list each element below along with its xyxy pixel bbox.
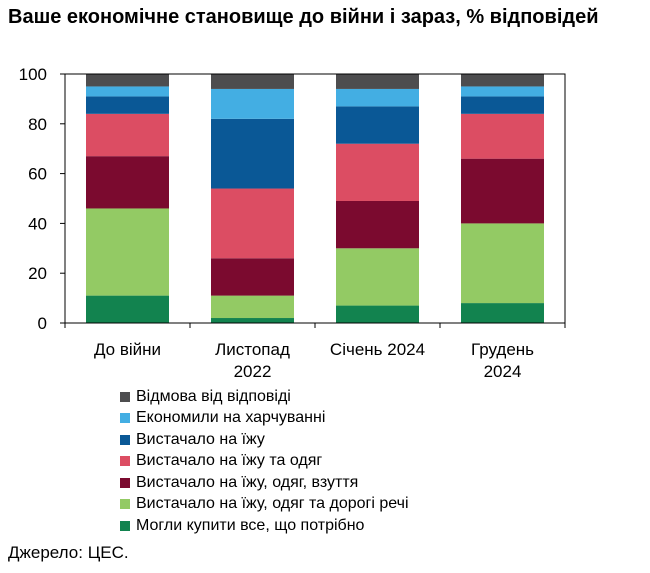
legend-swatch <box>120 456 130 467</box>
y-tick-label: 80 <box>28 115 47 134</box>
legend-item: Вистачало на їжу, одяг, взуття <box>120 472 409 494</box>
x-category-label: Грудень <box>471 340 534 359</box>
x-category-label: До війни <box>94 340 161 359</box>
bar-segment <box>211 318 294 323</box>
legend-item: Могли купити все, що потрібно <box>120 515 409 537</box>
legend-swatch <box>120 477 130 488</box>
legend-label: Економили на харчуванні <box>136 409 326 427</box>
y-tick-label: 0 <box>38 314 47 333</box>
legend-swatch <box>120 434 130 445</box>
bar-segment <box>336 106 419 144</box>
chart-legend: Відмова від відповіді Економили на харчув… <box>120 386 409 537</box>
legend-label: Відмова від відповіді <box>136 387 291 405</box>
y-tick-label: 20 <box>28 264 47 283</box>
bar-segment <box>86 74 169 87</box>
y-tick-label: 60 <box>28 165 47 184</box>
legend-swatch <box>120 499 130 510</box>
source-note: Джерело: ЦЕС. <box>8 543 129 562</box>
x-category-label: Січень 2024 <box>330 340 425 359</box>
bar-segment <box>461 74 544 87</box>
bar-segment <box>336 88 419 107</box>
legend-swatch <box>120 391 130 402</box>
bar-segment <box>86 295 169 323</box>
bar-segment <box>336 74 419 89</box>
legend-label: Вистачало на їжу <box>136 430 265 448</box>
legend-item: Відмова від відповіді <box>120 386 409 408</box>
legend-label: Вистачало на їжу, одяг, взуття <box>136 473 359 491</box>
bar-segment <box>461 158 544 224</box>
y-tick-label: 100 <box>19 65 47 84</box>
chart-title: Ваше економічне становище до війни і зар… <box>8 6 599 28</box>
bar-segment <box>86 86 169 97</box>
legend-swatch <box>120 520 130 531</box>
legend-label: Вистачало на їжу та одяг <box>136 452 323 470</box>
legend-label: Вистачало на їжу, одяг та дорогі речі <box>136 495 409 513</box>
x-category-label: 2022 <box>234 362 272 381</box>
x-category-label: 2024 <box>484 362 522 381</box>
bar-segment <box>461 113 544 159</box>
bar-segment <box>461 223 544 304</box>
bar-segment <box>211 74 294 89</box>
bar-segment <box>461 303 544 323</box>
bar-segment <box>86 113 169 157</box>
legend-item: Вистачало на їжу <box>120 429 409 451</box>
bar-segment <box>461 96 544 114</box>
y-tick-label: 40 <box>28 214 47 233</box>
bar-segment <box>336 305 419 323</box>
bar-segment <box>211 88 294 119</box>
bar-segment <box>86 96 169 114</box>
legend-item: Економили на харчуванні <box>120 408 409 430</box>
legend-item: Вистачало на їжу та одяг <box>120 451 409 473</box>
bar-segment <box>86 208 169 296</box>
bar-segment <box>336 248 419 306</box>
x-category-label: Листопад <box>215 340 290 359</box>
bar-segment <box>336 143 419 201</box>
bar-segment <box>336 200 419 249</box>
bar-segment <box>86 156 169 209</box>
bar-segment <box>211 118 294 189</box>
legend-swatch <box>120 413 130 424</box>
legend-label: Могли купити все, що потрібно <box>136 516 365 534</box>
bar-segment <box>211 258 294 296</box>
bar-segment <box>461 86 544 97</box>
legend-item: Вистачало на їжу, одяг та дорогі речі <box>120 494 409 516</box>
bar-segment <box>211 188 294 259</box>
bar-segment <box>211 295 294 319</box>
